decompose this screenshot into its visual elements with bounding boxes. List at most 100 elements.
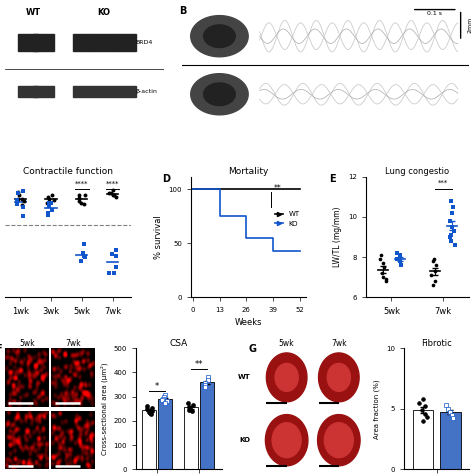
Point [19,187,27,195]
Point [448,411,456,419]
Polygon shape [204,25,235,47]
Point [44,199,51,207]
Point [105,189,113,196]
Bar [413,410,433,469]
Bar [200,383,214,469]
Point [48,191,56,199]
Point [446,217,454,225]
Point [75,191,83,199]
Point [160,393,167,401]
Text: WT: WT [185,9,199,18]
Point [419,417,427,425]
Point [110,191,118,199]
Point [443,401,450,409]
Point [430,255,438,263]
Point [447,231,455,239]
Point [377,251,385,259]
Point [432,267,439,275]
Text: *: * [155,382,159,391]
Text: ***: *** [438,180,448,186]
Text: KO: KO [239,437,250,443]
Polygon shape [265,415,308,466]
Text: WT: WT [237,374,250,380]
Point [80,252,88,260]
Point [147,410,155,418]
FancyBboxPatch shape [115,34,136,51]
Title: Mortality: Mortality [228,167,269,176]
Point [108,250,116,257]
Polygon shape [275,364,298,392]
Text: BRD4: BRD4 [136,40,153,45]
Point [47,199,55,207]
Text: F: F [0,344,2,354]
Point [431,278,439,285]
Polygon shape [272,423,301,457]
FancyBboxPatch shape [18,86,38,97]
Polygon shape [204,83,235,106]
Title: Fibrotic: Fibrotic [421,338,452,347]
Point [451,241,459,249]
Point [188,407,195,415]
Point [382,278,390,285]
Point [109,186,117,194]
Point [81,191,89,199]
Point [45,199,53,207]
Text: D: D [162,174,170,184]
Point [379,273,387,281]
Point [50,196,58,203]
FancyBboxPatch shape [94,86,115,97]
Point [45,211,52,219]
Point [393,255,401,263]
Point [423,413,431,421]
Text: **: ** [274,184,282,193]
Point [14,196,22,203]
Polygon shape [319,353,359,402]
Polygon shape [191,73,248,115]
Point [448,209,456,217]
Title: 5wk: 5wk [279,339,294,348]
Title: CSA: CSA [170,338,188,347]
Point [145,408,153,416]
Point [143,402,151,410]
Point [201,383,209,391]
FancyBboxPatch shape [115,86,136,97]
Text: ****: **** [106,181,119,187]
Point [447,197,454,204]
Point [112,253,119,260]
Point [81,200,88,207]
Bar [142,410,156,469]
Point [46,195,53,203]
Point [448,223,456,231]
Point [19,203,27,211]
Point [429,282,437,289]
Polygon shape [266,353,307,402]
Bar [184,408,198,469]
Polygon shape [191,16,248,57]
Point [109,191,117,198]
Point [77,257,84,265]
Bar [440,412,461,469]
Point [201,381,209,389]
Point [184,400,192,407]
Point [416,399,423,407]
Point [162,392,169,399]
Point [201,379,209,386]
Point [148,407,155,414]
Point [447,237,455,245]
Point [419,395,427,403]
Point [447,409,454,416]
Y-axis label: Area fraction (%): Area fraction (%) [374,379,380,438]
Point [146,410,154,417]
Title: 7wk: 7wk [65,339,81,348]
Title: 7wk: 7wk [331,339,346,348]
Point [449,203,457,210]
Text: **: ** [194,360,203,369]
Point [108,189,115,197]
Point [112,246,119,253]
Point [13,196,21,204]
Legend: WT, KO: WT, KO [272,209,302,229]
Point [204,374,211,381]
Point [75,198,83,205]
Point [148,404,155,411]
Text: B: B [179,6,187,16]
